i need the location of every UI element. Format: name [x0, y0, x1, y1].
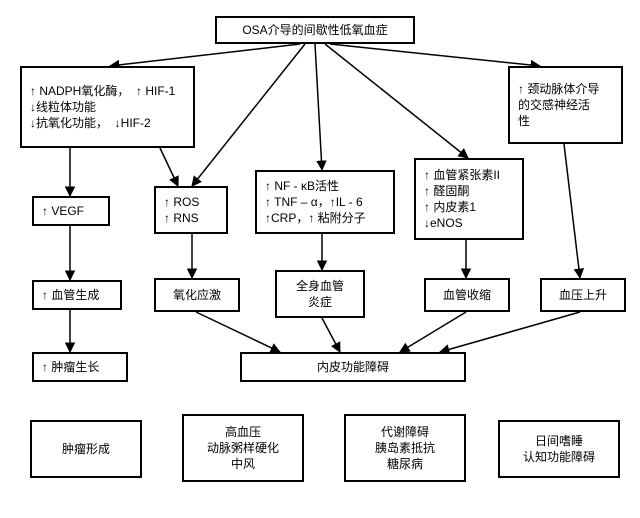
edge-11: [564, 144, 580, 278]
node-sysinfl: 全身血管炎症: [275, 270, 365, 318]
node-ros-line-1: ↑ RNS: [164, 210, 199, 226]
node-sleepy: 日间嗜睡认知功能障碍: [498, 420, 620, 478]
node-metab-line-0: 代谢障碍: [381, 424, 429, 440]
node-carotid: ↑ 颈动脉体介导的交感神经活性: [508, 66, 623, 144]
node-endotdys: 内皮功能障碍: [240, 352, 466, 382]
node-htn-line-2: 中风: [231, 456, 255, 472]
node-endotdys-line-0: 内皮功能障碍: [317, 359, 389, 375]
node-nfkb-line-0: ↑ NF - κB活性: [265, 178, 339, 194]
node-nfkb-line-1: ↑ TNF – α，↑IL - 6: [265, 194, 363, 210]
node-angio: ↑ 血管紧张素II↑ 醛固酮↑ 内皮素1↓eNOS: [414, 158, 524, 240]
node-nadph-line-0: ↑ NADPH氧化酶， ↑ HIF-1: [30, 83, 175, 99]
node-bp: 血压上升: [540, 278, 626, 312]
edge-16: [440, 312, 580, 352]
edge-3: [325, 44, 468, 158]
node-carotid-line-1: 的交感神经活: [518, 97, 590, 113]
node-tgrowth-line-0: ↑ 肿瘤生长: [42, 359, 99, 375]
node-ros-line-0: ↑ ROS: [164, 194, 199, 210]
edge-15: [400, 312, 466, 352]
node-angio-line-1: ↑ 醛固酮: [424, 183, 469, 199]
node-vegf-line-0: ↑ VEGF: [42, 203, 84, 219]
node-htn-line-0: 高血压: [225, 424, 261, 440]
edge-1: [192, 44, 305, 186]
node-sysinfl-line-1: 炎症: [308, 294, 332, 310]
node-carotid-line-0: ↑ 颈动脉体介导: [518, 81, 599, 97]
node-tumor-line-0: 肿瘤形成: [62, 441, 110, 457]
node-vegf: ↑ VEGF: [32, 196, 110, 226]
edge-2: [315, 44, 322, 170]
node-vgen: ↑ 血管生成: [32, 280, 122, 310]
node-angio-line-3: ↓eNOS: [424, 215, 463, 231]
node-metab: 代谢障碍胰岛素抵抗糖尿病: [344, 414, 466, 482]
edge-14: [322, 318, 340, 352]
node-nadph-line-2: ↓抗氧化功能， ↓HIF-2: [30, 115, 151, 131]
node-angio-line-2: ↑ 内皮素1: [424, 199, 476, 215]
node-sleepy-line-0: 日间嗜睡: [535, 433, 583, 449]
node-htn-line-1: 动脉粥样硬化: [207, 440, 279, 456]
node-nadph-line-1: ↓线粒体功能: [30, 99, 96, 115]
node-nfkb-line-2: ↑CRP，↑ 粘附分子: [265, 210, 366, 226]
node-nfkb: ↑ NF - κB活性↑ TNF – α，↑IL - 6↑CRP，↑ 粘附分子: [255, 170, 395, 234]
node-vasocon: 血管收缩: [424, 278, 510, 312]
node-vgen-line-0: ↑ 血管生成: [42, 287, 99, 303]
node-tumor: 肿瘤形成: [30, 420, 142, 478]
node-oxstress-line-0: 氧化应激: [173, 287, 221, 303]
edge-13: [196, 312, 280, 352]
node-nadph: ↑ NADPH氧化酶， ↑ HIF-1↓线粒体功能↓抗氧化功能， ↓HIF-2: [20, 66, 195, 148]
node-sysinfl-line-0: 全身血管: [296, 278, 344, 294]
edge-4: [330, 44, 540, 66]
node-top-line-0: OSA介导的间歇性低氧血症: [242, 22, 387, 38]
node-metab-line-2: 糖尿病: [387, 456, 423, 472]
node-oxstress: 氧化应激: [154, 278, 240, 312]
node-bp-line-0: 血压上升: [559, 287, 607, 303]
node-carotid-line-2: 性: [518, 113, 530, 129]
edge-0: [110, 44, 300, 66]
node-ros: ↑ ROS↑ RNS: [154, 186, 228, 234]
node-vasocon-line-0: 血管收缩: [443, 287, 491, 303]
node-angio-line-0: ↑ 血管紧张素II: [424, 167, 500, 183]
edge-6: [160, 148, 178, 186]
node-sleepy-line-1: 认知功能障碍: [523, 449, 595, 465]
node-metab-line-1: 胰岛素抵抗: [375, 440, 435, 456]
node-htn: 高血压动脉粥样硬化中风: [182, 414, 304, 482]
node-tgrowth: ↑ 肿瘤生长: [32, 352, 128, 382]
node-top: OSA介导的间歇性低氧血症: [215, 16, 415, 44]
